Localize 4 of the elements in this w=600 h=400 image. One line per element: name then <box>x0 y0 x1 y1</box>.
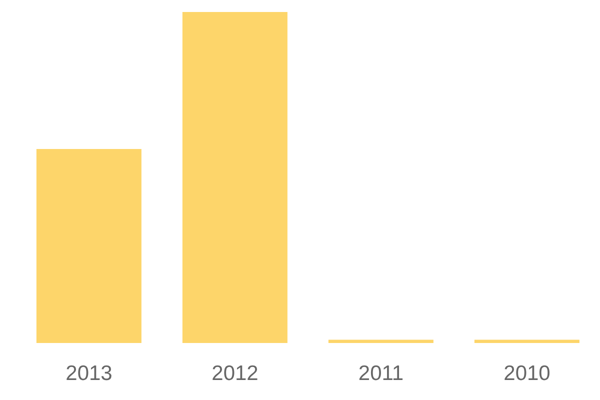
x-tick-label: 2010 <box>504 362 550 385</box>
x-tick-label: 2013 <box>66 362 112 385</box>
x-tick-label: 2011 <box>358 362 404 385</box>
x-tick-label: 2012 <box>212 362 258 385</box>
